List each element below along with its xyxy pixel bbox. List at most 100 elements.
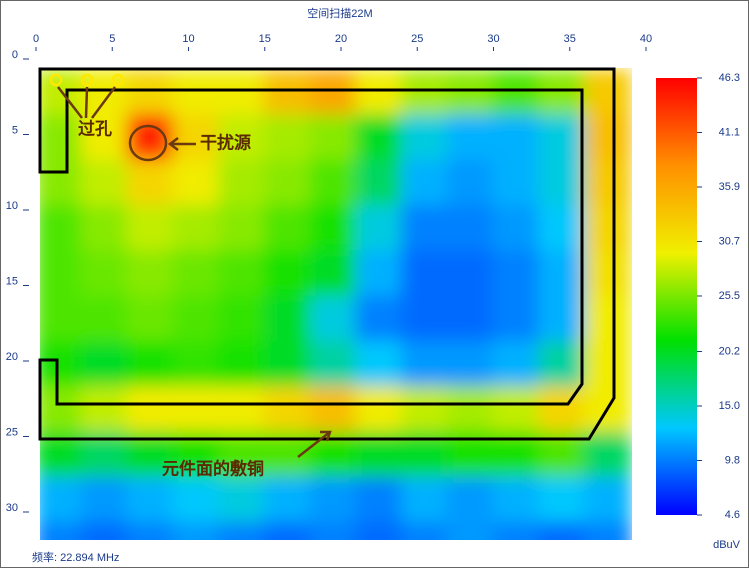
heat-cell bbox=[80, 386, 129, 434]
heat-cell bbox=[309, 476, 358, 525]
heat-cell bbox=[446, 159, 495, 207]
via bbox=[111, 73, 125, 87]
colorbar-tick-label: 15.0 bbox=[719, 400, 740, 412]
heat-cell bbox=[309, 250, 358, 298]
heat-cell bbox=[218, 295, 266, 343]
copper-arrow bbox=[297, 430, 332, 458]
heat-cell bbox=[80, 522, 129, 540]
heat-cell bbox=[446, 69, 495, 117]
heat-cell bbox=[538, 476, 586, 525]
heat-cell bbox=[355, 476, 403, 525]
heat-cell bbox=[538, 159, 586, 207]
heat-cell bbox=[218, 205, 266, 253]
annotation: 过孔 bbox=[78, 119, 112, 138]
heat-cell bbox=[263, 114, 312, 162]
heat-cell bbox=[263, 295, 312, 343]
chart-title: 空间扫描22M bbox=[307, 6, 372, 20]
colorbar-tick-label: 25.5 bbox=[719, 290, 740, 302]
y-tick-label: 20 bbox=[6, 351, 18, 363]
via bbox=[80, 73, 94, 87]
colorbar-label: dBuV bbox=[713, 539, 741, 551]
heat-cell bbox=[492, 476, 541, 525]
colorbar-tick-label: 41.1 bbox=[719, 126, 740, 138]
source-arrow bbox=[167, 137, 196, 151]
heat-cell bbox=[492, 340, 541, 389]
heat-cell bbox=[218, 340, 266, 389]
heat-cell bbox=[309, 386, 358, 434]
heat-cell bbox=[355, 295, 403, 343]
heat-cell bbox=[40, 250, 83, 298]
heat-cell bbox=[172, 69, 220, 117]
x-tick-label: 5 bbox=[109, 33, 115, 45]
heat-cell bbox=[446, 522, 495, 540]
y-tick-label: 5 bbox=[12, 124, 18, 136]
heat-cell bbox=[309, 69, 358, 117]
heat-cell bbox=[126, 69, 175, 117]
heat-cell bbox=[584, 340, 632, 389]
colorbar-tick-label: 20.2 bbox=[719, 345, 740, 357]
colorbar-tick-label: 46.3 bbox=[719, 72, 740, 84]
heat-cell bbox=[218, 69, 266, 117]
heat-cell bbox=[584, 522, 632, 540]
x-tick-label: 25 bbox=[411, 33, 423, 45]
heat-cell bbox=[446, 114, 495, 162]
heat-cell bbox=[446, 205, 495, 253]
heat-cell bbox=[492, 114, 541, 162]
heat-cell bbox=[40, 386, 83, 434]
overlay: 过孔 干扰源 元件面的敷铜 bbox=[38, 67, 616, 478]
heat-cell bbox=[446, 250, 495, 298]
heat-cell bbox=[446, 295, 495, 343]
heat-cell bbox=[401, 476, 449, 525]
heatmap bbox=[40, 69, 632, 540]
heat-cell bbox=[80, 69, 129, 117]
heat-cell bbox=[80, 114, 129, 162]
heat-cell bbox=[80, 159, 129, 207]
heat-cell bbox=[80, 250, 129, 298]
heat-cell bbox=[172, 114, 220, 162]
heat-cell bbox=[446, 476, 495, 525]
x-tick-label: 0 bbox=[33, 33, 39, 45]
heat-cell bbox=[309, 205, 358, 253]
heat-cell bbox=[218, 476, 266, 525]
heat-cell bbox=[401, 114, 449, 162]
heat-cell bbox=[309, 159, 358, 207]
heat-cell bbox=[172, 250, 220, 298]
heat-cell bbox=[263, 250, 312, 298]
heat-cell bbox=[172, 476, 220, 525]
heat-cell bbox=[126, 295, 175, 343]
heat-cell bbox=[355, 205, 403, 253]
heat-cell bbox=[40, 114, 83, 162]
heat-cell bbox=[40, 205, 83, 253]
heat-cell bbox=[263, 522, 312, 540]
heat-cell bbox=[218, 250, 266, 298]
heat-cell bbox=[172, 295, 220, 343]
heat-cell bbox=[584, 69, 632, 117]
heat-cell bbox=[492, 69, 541, 117]
y-tick-label: 0 bbox=[12, 49, 18, 61]
heat-cell bbox=[218, 159, 266, 207]
y-tick-label: 10 bbox=[6, 200, 18, 212]
heat-cell bbox=[584, 476, 632, 525]
heat-cell bbox=[80, 205, 129, 253]
heat-cell bbox=[401, 522, 449, 540]
heat-cell bbox=[355, 386, 403, 434]
heat-cell bbox=[538, 205, 586, 253]
heat-cell bbox=[80, 340, 129, 389]
heat-cell bbox=[172, 205, 220, 253]
heat-cell bbox=[401, 295, 449, 343]
heat-cell bbox=[263, 476, 312, 525]
heat-cell bbox=[309, 295, 358, 343]
heat-cell bbox=[309, 340, 358, 389]
x-tick-label: 15 bbox=[259, 33, 271, 45]
heat-cell bbox=[492, 386, 541, 434]
heatmap-cells bbox=[40, 69, 632, 540]
heat-cell bbox=[492, 522, 541, 540]
heat-cell bbox=[492, 159, 541, 207]
colorbar-tick-label: 4.6 bbox=[725, 509, 740, 521]
heat-cell bbox=[126, 476, 175, 525]
colorbar-tick-label: 30.7 bbox=[719, 235, 740, 247]
heat-cell bbox=[538, 69, 586, 117]
heat-cell bbox=[40, 295, 83, 343]
heat-cell bbox=[80, 476, 129, 525]
